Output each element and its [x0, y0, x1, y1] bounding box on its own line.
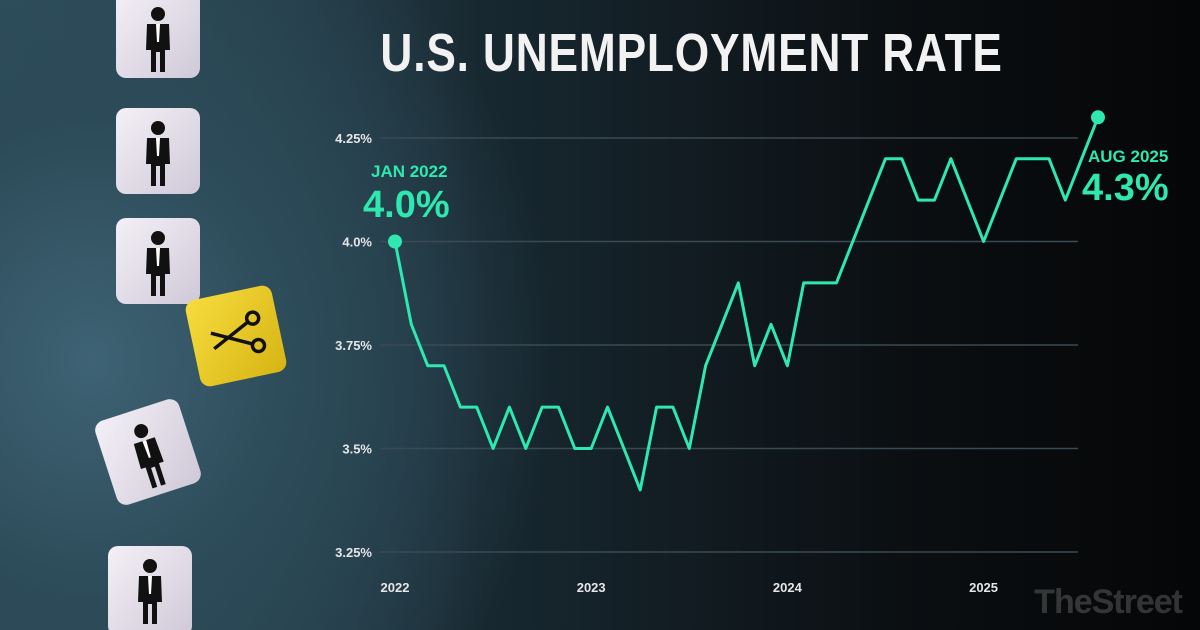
annotation-start-label: JAN 2022: [371, 161, 448, 181]
y-tick-label-4: 3.25%: [335, 545, 372, 560]
scissors-icon: [210, 310, 267, 354]
y-tick-label-2: 3.75%: [335, 338, 372, 353]
x-tick-label-3: 2025: [969, 580, 998, 595]
die-scissors: [185, 285, 287, 387]
series-line: [393, 115, 1100, 492]
start-point-marker: [388, 234, 402, 249]
annotation-end-value: 4.3%: [1082, 167, 1169, 210]
y-tick-label-3: 3.5%: [342, 442, 372, 457]
die-1: [116, 0, 200, 78]
end-point-marker: [1091, 110, 1105, 125]
y-tick-label-1: 4.0%: [342, 235, 372, 250]
die-5: [108, 546, 192, 630]
dice-illustration: [95, 0, 287, 630]
x-tick-label-0: 2022: [381, 580, 410, 595]
die-3: [116, 218, 200, 304]
brand-logo: TheStreet: [1034, 583, 1183, 621]
chart-title: U.S. UNEMPLOYMENT RATE: [380, 23, 1003, 83]
annotation-end-label: AUG 2025: [1088, 147, 1169, 167]
die-4: [95, 399, 201, 505]
die-2: [116, 108, 200, 194]
x-tick-label-1: 2023: [577, 580, 606, 595]
y-tick-label-0: 4.25%: [335, 131, 372, 146]
x-tick-label-2: 2024: [773, 580, 803, 595]
annotation-start-value: 4.0%: [363, 183, 450, 226]
